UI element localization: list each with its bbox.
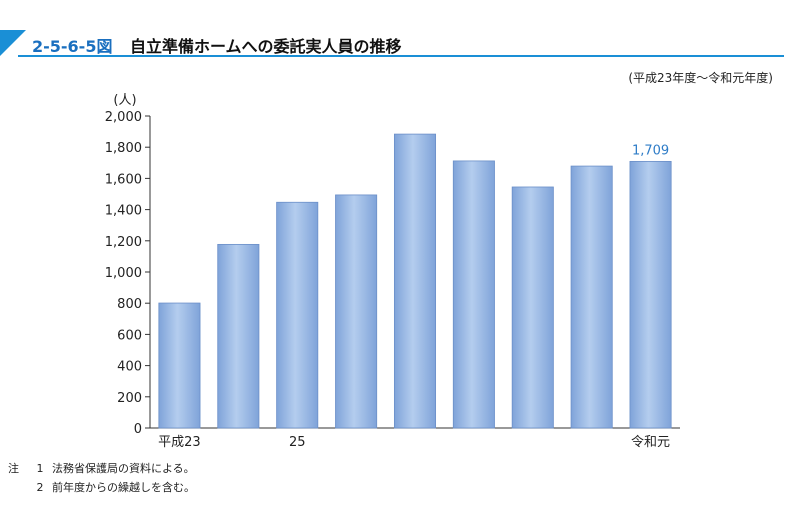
bar [158,302,201,429]
note-number: 1 [36,462,44,475]
x-tick-label: 令和元 [631,435,670,450]
note-number: 2 [36,481,44,494]
x-tick-label: 25 [289,435,306,450]
bar [217,243,260,429]
figure-number: 2-5-6-5図 [32,37,113,56]
note-mark: 注 [8,462,19,475]
figure-title: 自立準備ホームへの委託実人員の推移 [130,37,402,56]
period-label: (平成23年度～令和元年度) [628,71,773,85]
y-tick-label: 800 [117,297,142,312]
note-row-1: 注 1 法務省保護局の資料による。 [8,459,195,478]
y-tick-label: 1,800 [105,141,142,156]
figure-header: 2-5-6-5図 自立準備ホームへの委託実人員の推移 [0,0,787,60]
bar [570,165,613,429]
y-tick-label: 400 [117,360,142,375]
y-tick-label: 1,000 [105,266,142,281]
y-tick-label: 0 [134,422,142,437]
y-tick-label: 1,200 [105,235,142,250]
y-tick-label: 200 [117,391,142,406]
bar-chart: 0 200 400 600 800 1,000 1,200 1,400 1,600 1,800 2,… [105,93,680,450]
y-axis-label: (人) [113,93,136,108]
y-tick-label: 600 [117,328,142,343]
y-tick-label: 1,400 [105,204,142,219]
data-label: 1,709 [632,143,669,158]
bar [511,186,554,429]
bar [335,194,378,429]
bar [629,160,672,429]
note-text: 前年度からの繰越しを含む。 [52,481,195,494]
bar [452,160,495,429]
notes: 注 1 法務省保護局の資料による。 2 前年度からの繰越しを含む。 [8,459,195,497]
header-triangle-icon [0,30,26,56]
y-tick-label: 1,600 [105,172,142,187]
note-mark-blank [8,478,28,497]
y-tick-label: 2,000 [105,110,142,125]
note-row-2: 2 前年度からの繰越しを含む。 [8,478,196,497]
bar [393,133,437,429]
bar [276,201,319,429]
note-text: 法務省保護局の資料による。 [52,462,195,475]
x-tick-label: 平成23 [158,435,201,450]
header-rule [18,55,784,57]
